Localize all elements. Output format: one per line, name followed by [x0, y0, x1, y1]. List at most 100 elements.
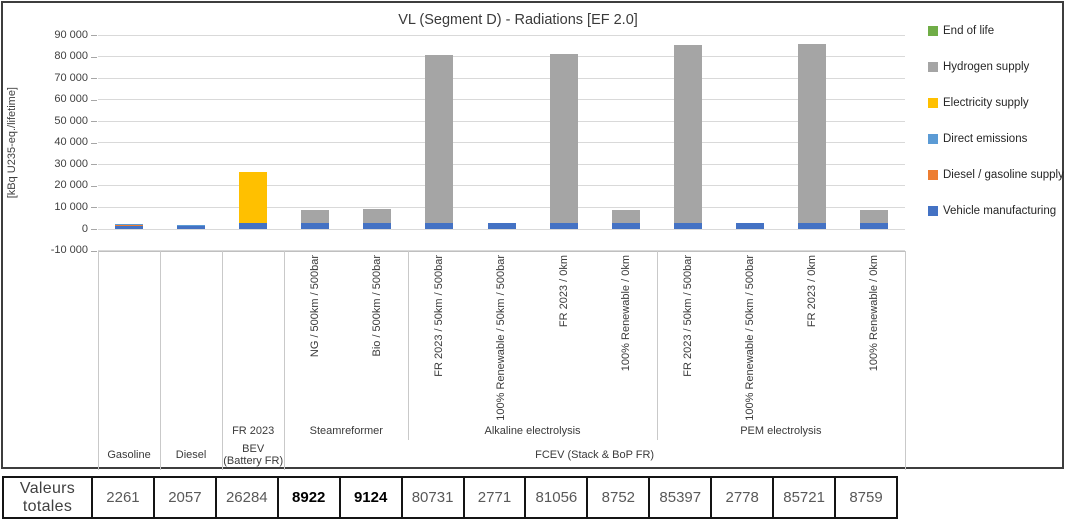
y-tick-label: 70 000 — [54, 71, 88, 84]
legend-label: Diesel / gasoline supply — [943, 169, 1064, 181]
category-variant-label: FR 2023 / 0km — [533, 255, 595, 423]
legend-swatch-icon — [928, 62, 938, 72]
chart-title: VL (Segment D) - Radiations [EF 2.0] — [398, 12, 638, 28]
y-tick-label: -10 000 — [50, 244, 88, 257]
y-tick-label: 60 000 — [54, 93, 88, 106]
category-variant-text: FR 2023 / 50km / 500bar — [433, 255, 446, 377]
totals-cell: 2771 — [462, 476, 527, 519]
totals-cell: 8922 — [276, 476, 341, 519]
category-divider — [284, 251, 286, 470]
vehicle-group-label: Gasoline — [107, 449, 151, 461]
y-tick-label: 0 — [81, 222, 88, 235]
bar-segment — [797, 222, 826, 229]
category-variant-label: 100% Renewable / 50km / 500bar — [470, 255, 532, 423]
bar-segment — [859, 210, 888, 223]
totals-row-label-line: totales — [22, 497, 73, 515]
category-variant-label: NG / 500km / 500bar — [284, 255, 346, 423]
y-axis-tick — [91, 207, 97, 209]
category-divider — [222, 251, 224, 470]
totals-cell: 2261 — [91, 476, 155, 519]
bar-segment — [735, 223, 764, 229]
totals-cell: 81056 — [524, 476, 589, 519]
y-axis-tick — [91, 78, 97, 80]
legend-item: Direct emissions — [928, 133, 1027, 145]
category-variant-text: 100% Renewable / 0km — [867, 255, 880, 372]
bar-segment — [177, 226, 206, 229]
bar-segment — [239, 222, 268, 229]
bar-segment — [301, 209, 330, 223]
legend-label: Hydrogen supply — [943, 61, 1030, 73]
totals-cell: 80731 — [400, 476, 465, 519]
y-tick-label: 20 000 — [54, 179, 88, 192]
category-variant-text: 100% Renewable / 50km / 500bar — [743, 255, 756, 421]
category-variant-text: FR 2023 / 0km — [557, 255, 570, 328]
totals-cell: 8759 — [834, 476, 898, 519]
vehicle-group-label: Diesel — [175, 449, 207, 461]
bar-segment — [239, 172, 268, 223]
category-variant-label: FR 2023 / 50km / 500bar — [408, 255, 470, 423]
category-variant-label: FR 2023 / 50km / 500bar — [657, 255, 719, 423]
legend-item: End of life — [928, 25, 994, 37]
gridline — [98, 185, 905, 187]
y-axis-tick — [91, 229, 97, 230]
gridline — [98, 77, 905, 79]
tech-group-label: FR 2023 — [232, 425, 275, 437]
bar-segment — [611, 222, 640, 229]
totals-cell: 26284 — [214, 476, 279, 519]
category-variant-label: 100% Renewable / 0km — [843, 255, 905, 423]
category-variant-text: FR 2023 / 0km — [805, 255, 818, 328]
bar-segment — [859, 222, 888, 229]
totals-cell: 85397 — [648, 476, 713, 519]
y-axis-tick — [91, 250, 97, 252]
totals-table: Valeurs totales 2261 2057 26284 8922 9124 80731… — [2, 476, 898, 519]
bar-segment — [425, 222, 454, 229]
chart-frame — [1, 1, 1064, 469]
gridline — [98, 163, 905, 165]
category-variant-text: FR 2023 / 50km / 500bar — [681, 255, 694, 377]
legend-swatch-icon — [928, 206, 938, 216]
legend-label: Electricity supply — [943, 97, 1029, 109]
y-axis-tick — [91, 121, 97, 123]
totals-row-label: Valeurs totales — [2, 476, 93, 519]
x-axis-line — [98, 251, 905, 252]
y-axis-tick — [91, 35, 97, 36]
bar-segment — [611, 210, 640, 223]
tech-group-label: PEM electrolysis — [740, 425, 822, 437]
legend-item: Diesel / gasoline supply — [928, 169, 1064, 181]
tech-group-label: Alkaline electrolysis — [484, 425, 581, 437]
legend-item: Electricity supply — [928, 97, 1029, 109]
gridline — [98, 250, 905, 252]
y-axis-tick — [91, 56, 97, 58]
totals-row-label-line: Valeurs — [19, 479, 76, 497]
y-axis-tick — [91, 164, 97, 166]
totals-cell: 2778 — [710, 476, 775, 519]
tech-group-label: Steamreformer — [309, 425, 383, 437]
category-variant-label: Bio / 500km / 500bar — [346, 255, 408, 423]
legend-label: Vehicle manufacturing — [943, 205, 1057, 217]
y-tick-label: 10 000 — [54, 200, 88, 213]
vehicle-group-label: FCEV (Stack & BoP FR) — [535, 449, 655, 461]
legend-swatch-icon — [928, 98, 938, 108]
bar-segment — [487, 223, 516, 229]
y-tick-label: 30 000 — [54, 157, 88, 170]
gridline — [98, 206, 905, 208]
category-variant-text: 100% Renewable / 50km / 500bar — [495, 255, 508, 421]
category-divider — [905, 251, 906, 470]
category-variant-label: FR 2023 / 0km — [781, 255, 843, 423]
y-axis-title-text: [kBq U235-eq./lifetime] — [6, 87, 18, 199]
totals-cell: 9124 — [338, 476, 403, 519]
category-variant-text: Bio / 500km / 500bar — [371, 255, 384, 357]
y-axis-tick — [91, 142, 97, 144]
bar-segment — [673, 44, 702, 223]
totals-cell: 85721 — [772, 476, 837, 519]
gridline — [98, 56, 905, 58]
category-divider — [98, 251, 99, 470]
vehicle-group-label: BEV (Battery FR) — [223, 443, 284, 467]
legend-swatch-icon — [928, 134, 938, 144]
bar-segment — [301, 222, 330, 229]
legend-item: Hydrogen supply — [928, 61, 1029, 73]
category-variant-label: 100% Renewable / 0km — [595, 255, 657, 423]
y-tick-label: 80 000 — [54, 50, 88, 63]
bar-segment — [549, 54, 578, 223]
